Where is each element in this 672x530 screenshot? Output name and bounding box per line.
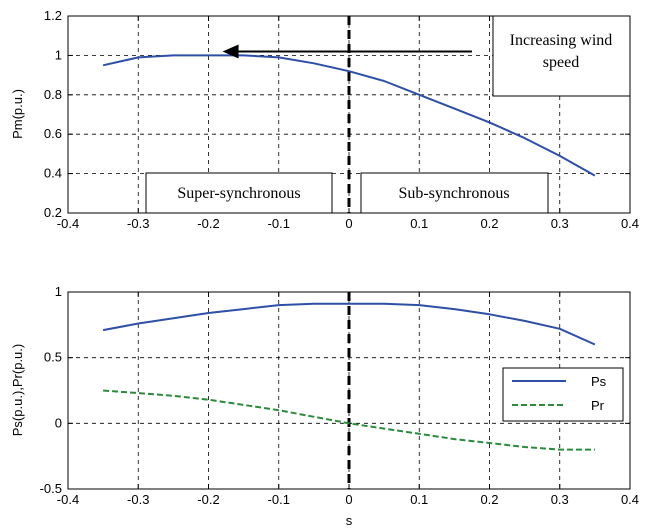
bottom-plot-y-axis-label: Ps(p.u.),Pr(p.u.) xyxy=(10,344,25,436)
top-plot-xtick-label: -0.3 xyxy=(127,216,149,231)
bottom-plot-xtick-label: 0.4 xyxy=(621,492,639,507)
top-plot-xtick-label: 0 xyxy=(345,216,352,231)
top-plot-xtick-label: -0.4 xyxy=(57,216,79,231)
bottom-plot-xtick-label: 0.2 xyxy=(480,492,498,507)
bottom-plot-series-pr-line xyxy=(103,389,595,451)
super-synchronous-annotation: Super-synchronous xyxy=(145,172,333,214)
super-synchronous-box xyxy=(145,172,333,214)
sub-synchronous-box xyxy=(360,172,549,214)
legend-pr-label: Pr xyxy=(591,398,605,413)
bottom-plot-ytick-label: 1 xyxy=(55,284,62,299)
bottom-plot-ytick-label: 0 xyxy=(55,415,62,430)
wind-speed-box xyxy=(492,15,631,97)
sub-synchronous-annotation: Sub-synchronous xyxy=(360,172,549,214)
bottom-plot-xtick-label: -0.3 xyxy=(127,492,149,507)
bottom-plot-lines xyxy=(102,292,596,489)
sub-synchronous-text: Sub-synchronous xyxy=(398,185,509,202)
legend-box xyxy=(502,367,624,422)
bottom-plot-xtick-label: -0.1 xyxy=(268,492,290,507)
bottom-plot-xtick-label: 0.1 xyxy=(410,492,428,507)
top-plot-xtick-label: -0.2 xyxy=(197,216,219,231)
bottom-plot-xtick-label: 0 xyxy=(345,492,352,507)
wind-speed-annotation: Increasing wind speed xyxy=(492,15,631,97)
top-plot-lines xyxy=(102,16,596,213)
wind-speed-text-line-1: Increasing wind xyxy=(510,32,613,49)
bottom-plot-ytick-label: 0.5 xyxy=(44,350,62,365)
bottom-plot-series-ps-line xyxy=(102,302,596,346)
bottom-plot-xtick-label: 0.3 xyxy=(551,492,569,507)
top-plot-xtick-label: 0.1 xyxy=(410,216,428,231)
top-plot-ytick-label: 0.6 xyxy=(44,126,62,141)
top-plot-ytick-label: 1.2 xyxy=(44,8,62,23)
wind-speed-text-line-2: speed xyxy=(543,54,579,71)
bottom-plot-xtick-label: -0.2 xyxy=(197,492,219,507)
bottom-plot-xtick-label: -0.4 xyxy=(57,492,79,507)
top-plot-ticks: -0.4 -0.3 -0.2 -0.1 0 0.1 0.2 0.3 0.4 0.2 0.4 0.6 0.… xyxy=(44,8,639,231)
top-plot-ytick-label: 0.4 xyxy=(44,166,62,181)
top-plot-border xyxy=(67,15,631,214)
super-synchronous-text: Super-synchronous xyxy=(177,185,300,202)
top-plot-ytick-label: 0.8 xyxy=(44,87,62,102)
top-plot-series-0-line xyxy=(102,54,596,177)
top-plot-xtick-label: 0.2 xyxy=(480,216,498,231)
top-plot-xtick-label: 0.3 xyxy=(551,216,569,231)
bottom-plot-x-axis-label: s xyxy=(346,513,353,528)
wind-speed-arrow xyxy=(222,44,472,59)
top-plot: -0.4 -0.3 -0.2 -0.1 0 0.1 0.2 0.3 0.4 0.2 0.4 0.6 0.… xyxy=(10,8,639,231)
bottom-plot-border xyxy=(67,291,631,490)
top-plot-y-axis-label: Pm(p.u.) xyxy=(10,89,25,139)
top-plot-ytick-label: 1 xyxy=(55,47,62,62)
legend-ps-label: Ps xyxy=(591,374,607,389)
top-plot-xtick-label: 0.4 xyxy=(621,216,639,231)
wind-speed-arrow-head xyxy=(222,44,239,59)
top-plot-xtick-label: -0.1 xyxy=(268,216,290,231)
top-plot-ytick-label: 0.2 xyxy=(44,205,62,220)
bottom-plot-ytick-label: -0.5 xyxy=(40,481,62,496)
legend: Ps Pr xyxy=(502,367,624,422)
bottom-plot: -0.4 -0.3 -0.2 -0.1 0 0.1 0.2 0.3 0.4 -0.5 0 0.5 1 P… xyxy=(10,284,639,528)
